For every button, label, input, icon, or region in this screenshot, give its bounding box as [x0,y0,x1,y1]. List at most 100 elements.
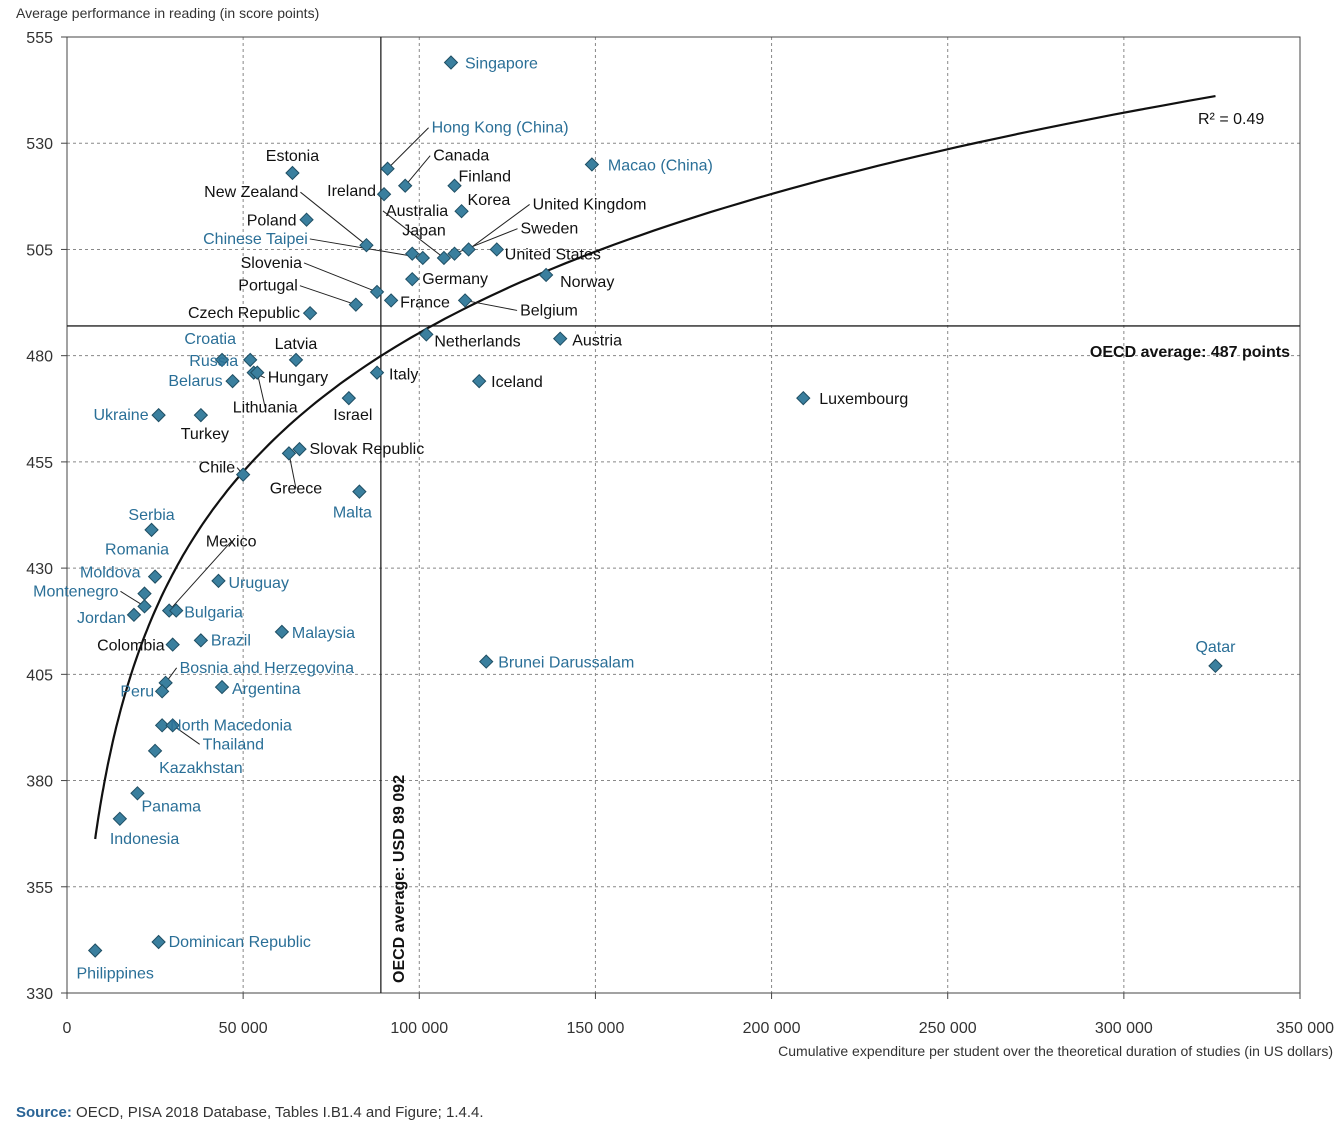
label-serbia: Serbia [128,507,174,524]
grid [66,36,1301,994]
leader-canada [404,155,431,187]
label-new-zealand: New Zealand [204,184,298,201]
point-finland [447,178,462,193]
leader-united-kingdom [468,204,530,250]
label-peru: Peru [120,683,154,700]
label-croatia: Croatia [184,331,236,348]
label-montenegro: Montenegro [33,583,118,600]
label-qatar: Qatar [1195,639,1236,656]
label-belarus: Belarus [168,373,222,390]
x-tick-label: 250 000 [919,1020,977,1037]
point-austria [552,331,568,346]
point-france [383,293,399,308]
label-turkey: Turkey [181,426,229,443]
point-greece [281,446,297,461]
label-brunei-darussalam: Brunei Darussalam [498,655,634,672]
y-tick-label: 380 [26,774,53,791]
label-israel: Israel [333,407,372,424]
label-north-macedonia: North Macedonia [170,717,292,734]
label-czech-republic: Czech Republic [188,305,300,322]
point-chile [235,467,251,482]
label-slovenia: Slovenia [241,255,302,272]
label-italy: Italy [389,367,418,384]
point-malta [352,484,367,499]
oecd-avg-y-label: OECD average: 487 points [1090,344,1290,361]
label-austria: Austria [572,333,622,350]
point-belgium [457,293,473,308]
x-tick-label: 150 000 [567,1020,625,1037]
y-tick-label: 480 [26,349,53,366]
point-norway [538,267,554,283]
leader-portugal [299,285,357,306]
point-serbia [144,522,159,538]
source-text: OECD, PISA 2018 Database, Tables I.B1.4 … [76,1104,484,1121]
point-united-states [489,242,504,257]
label-jordan: Jordan [77,610,126,627]
y-axis-label: Average performance in reading (in score… [16,5,319,21]
point-czech-republic [302,305,318,321]
y-tick-label: 355 [26,880,53,897]
point-moldova [137,586,152,601]
point-slovenia [369,284,385,300]
point-sweden [447,246,462,261]
y-tick-label: 455 [26,455,53,472]
label-united-states: United States [505,246,601,263]
point-israel [341,390,357,406]
label-united-kingdom: United Kingdom [533,196,647,213]
point-romania [147,569,163,584]
point-hong-kong-china [380,161,395,176]
label-moldova: Moldova [80,565,141,582]
oecd-avg-x-label: OECD average: USD 89 092 [391,775,408,983]
source-label: Source: [16,1104,72,1121]
point-thailand [165,718,180,733]
point-ireland [376,187,392,202]
label-indonesia: Indonesia [110,831,179,848]
label-iceland: Iceland [491,374,543,391]
label-norway: Norway [560,274,614,291]
label-hungary: Hungary [268,370,328,387]
leader-belgium [464,299,518,311]
label-belgium: Belgium [520,302,578,319]
label-colombia: Colombia [97,638,165,655]
tick-labels: 330 355 380 405 430 455 480 505 530 555 0 50 000 100… [26,30,1334,1037]
label-panama: Panama [141,798,201,815]
label-brazil: Brazil [211,632,251,649]
label-ukraine: Ukraine [93,407,148,424]
point-luxembourg [796,390,811,406]
label-germany: Germany [422,271,488,288]
point-panama [130,786,145,801]
label-bulgaria: Bulgaria [184,605,243,622]
point-peru [154,684,170,699]
point-turkey [193,407,209,423]
label-uruguay: Uruguay [228,575,288,592]
x-tick-label: 100 000 [390,1020,448,1037]
point-philippines [87,943,103,958]
label-lithuania: Lithuania [233,400,298,417]
x-tick-label: 0 [63,1020,72,1037]
point-bulgaria [169,603,184,618]
label-finland: Finland [459,169,511,186]
point-dominican-republic [151,934,166,950]
point-australia [436,250,452,266]
point-brazil [193,633,209,648]
point-germany [405,271,420,287]
point-lithuania [250,365,265,380]
label-bosnia-and-herzegovina: Bosnia and Herzegovina [180,660,354,677]
point-netherlands [419,327,434,342]
label-japan: Japan [402,223,446,240]
oecd-average-lines [67,37,1300,993]
label-singapore: Singapore [465,55,538,72]
label-thailand: Thailand [203,736,264,753]
point-japan [405,246,420,261]
point-latvia [288,352,304,368]
point-jordan [126,607,142,623]
y-tick-label: 330 [26,986,53,1003]
point-new-zealand [359,237,374,253]
point-ukraine [151,407,166,423]
label-argentina: Argentina [232,681,301,698]
label-slovak-republic: Slovak Republic [310,441,425,458]
point-poland [299,212,314,227]
point-labels: Singapore Macao (China) Hong Kong (China) E… [33,55,1236,982]
trend-line [94,95,1216,840]
leader-new-zealand [300,191,367,246]
